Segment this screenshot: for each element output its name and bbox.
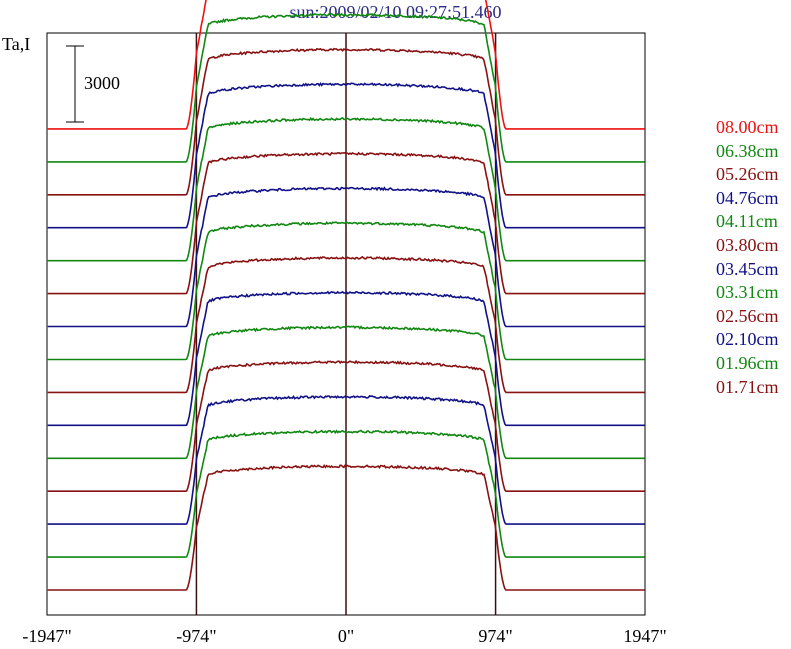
series-line-14 (47, 464, 645, 591)
series-line-4 (47, 116, 645, 262)
series-line-11 (47, 359, 645, 493)
series-line-8 (47, 255, 645, 394)
chart-title: sun:2009/02/10 09:27:51.460 (289, 2, 502, 22)
series-lines (47, 0, 645, 591)
x-tick-label-2: 0" (338, 626, 354, 646)
legend-item-4: 04.11cm (716, 211, 778, 232)
legend-item-2: 05.26cm (716, 164, 779, 185)
x-tick-label-4: 1947" (623, 626, 666, 646)
legend-item-7: 03.31cm (716, 282, 779, 303)
legend-item-5: 03.80cm (716, 234, 779, 255)
series-line-3 (47, 82, 645, 229)
series-line-9 (47, 290, 645, 427)
x-tick-label-1: -974" (176, 626, 216, 646)
series-line-7 (47, 221, 645, 361)
series-line-1 (47, 12, 645, 163)
series-line-5 (47, 151, 645, 295)
x-tick-labels: -1947" -974" 0" 974" 1947" (22, 626, 666, 646)
x-tick-label-0: -1947" (22, 626, 71, 646)
series-line-2 (47, 47, 645, 196)
series-line-0 (47, 0, 645, 130)
series-line-12 (47, 394, 645, 525)
scale-bar: 3000 (66, 45, 120, 123)
legend-item-6: 03.45cm (716, 258, 779, 279)
legend-item-9: 02.10cm (716, 329, 779, 350)
y-axis-label: Ta,I (2, 34, 30, 54)
series-line-6 (47, 186, 645, 328)
legend-item-8: 02.56cm (716, 305, 779, 326)
legend-item-0: 08.00cm (716, 117, 779, 137)
legend-item-1: 06.38cm (716, 140, 779, 161)
series-line-13 (47, 429, 645, 558)
legend-item-10: 01.96cm (716, 352, 779, 373)
limb-markers (195, 33, 497, 615)
legend: 08.00cm 06.38cm 05.26cm 04.76cm 04.11cm 03.80… (716, 116, 779, 399)
legend-item-11: 01.71cm (716, 376, 779, 397)
scale-bar-label: 3000 (84, 73, 120, 93)
legend-item-3: 04.76cm (716, 187, 779, 208)
x-tick-label-3: 974" (478, 626, 512, 646)
series-line-10 (47, 325, 645, 460)
